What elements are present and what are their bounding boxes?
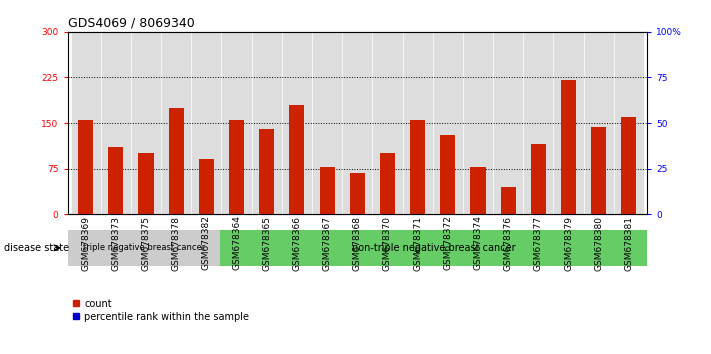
Bar [471,167,486,214]
Bar [523,32,553,214]
Bar [252,32,282,214]
Bar [350,173,365,214]
Bar [342,32,373,214]
Text: triple negative breast cancer: triple negative breast cancer [82,243,205,252]
Bar [561,80,576,214]
Bar [614,32,644,214]
Bar [410,120,425,214]
Bar [108,147,124,214]
Bar [101,32,131,214]
Bar [501,187,515,214]
Text: non-triple negative breast cancer: non-triple negative breast cancer [352,243,515,253]
Bar [433,32,463,214]
Bar [584,32,614,214]
Bar [319,167,335,214]
Bar [68,230,220,266]
Bar [199,159,214,214]
Bar [70,32,101,214]
Legend: count, percentile rank within the sample: count, percentile rank within the sample [73,299,249,321]
Bar [312,32,342,214]
Bar [531,144,546,214]
Bar [282,32,312,214]
Bar [463,32,493,214]
Bar [402,32,433,214]
Bar [373,32,402,214]
Bar [380,153,395,214]
Bar [229,120,244,214]
Bar [169,108,183,214]
Text: disease state: disease state [4,243,69,253]
Bar [131,32,161,214]
Bar [139,153,154,214]
Bar [221,32,252,214]
Bar [591,127,606,214]
Bar [78,120,93,214]
Bar [260,129,274,214]
Bar [161,32,191,214]
Text: GDS4069 / 8069340: GDS4069 / 8069340 [68,16,194,29]
Bar [220,230,647,266]
Bar [493,32,523,214]
Bar [191,32,221,214]
Bar [289,105,304,214]
Bar [621,117,636,214]
Bar [440,135,455,214]
Bar [553,32,584,214]
